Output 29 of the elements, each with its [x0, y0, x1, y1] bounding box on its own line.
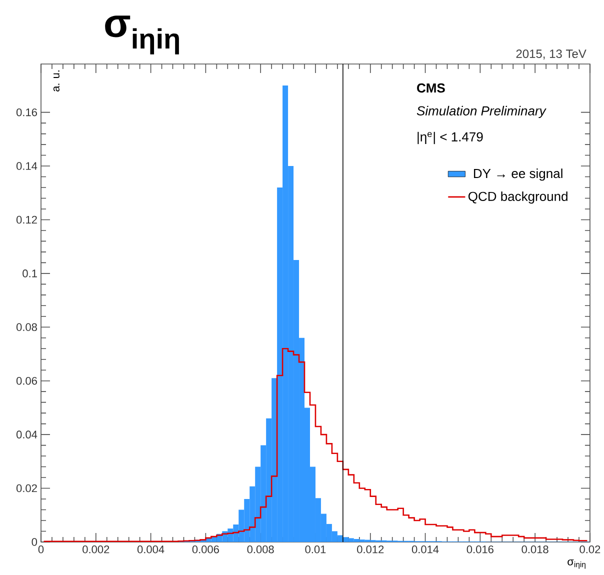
x-tick-label: 0.012 [357, 546, 384, 554]
x-tick-label: 0.008 [247, 546, 274, 554]
y-tick-label: 0 [32, 538, 38, 546]
legend-label: DY → ee signal [474, 168, 562, 181]
x-tick-label: 0.004 [137, 546, 164, 554]
x-tick-label: 0.018 [522, 546, 548, 554]
y-tick-label: 0.14 [16, 162, 38, 170]
x-tick-label: 0.016 [466, 546, 494, 554]
y-axis-title: a. u. [53, 70, 60, 92]
x-tick-label: 0.006 [192, 546, 219, 554]
y-tick-label: 0.16 [16, 108, 37, 116]
y-tick-label: 0.1 [22, 270, 37, 278]
y-tick-label: 0.02 [16, 484, 37, 492]
x-tick-label: 0.014 [412, 546, 439, 554]
chart-title: σ$_{iηiη}$ [105, 16, 179, 54]
annotation: |η$^{e}$| < 1.479 [418, 132, 483, 144]
x-axis-title: σ$_{iηiη}$ [568, 560, 586, 569]
text: 2015, 13 TeV [516, 50, 586, 60]
y-tick-label: 0.06 [16, 376, 37, 385]
x-tick-label: 0.02 [580, 546, 600, 554]
x-tick-label: 0 [38, 546, 44, 554]
y-tick-label: 0.12 [16, 216, 37, 224]
legend-label: QCD background [468, 191, 568, 204]
y-tick-label: 0.04 [16, 430, 38, 438]
annotation: Simulation Preliminary [416, 106, 546, 118]
x-tick-label: 0.01 [305, 546, 326, 554]
x-tick-label: 0.002 [82, 546, 110, 554]
annotation: CMS [417, 83, 445, 93]
y-tick-label: 0.08 [16, 323, 37, 332]
